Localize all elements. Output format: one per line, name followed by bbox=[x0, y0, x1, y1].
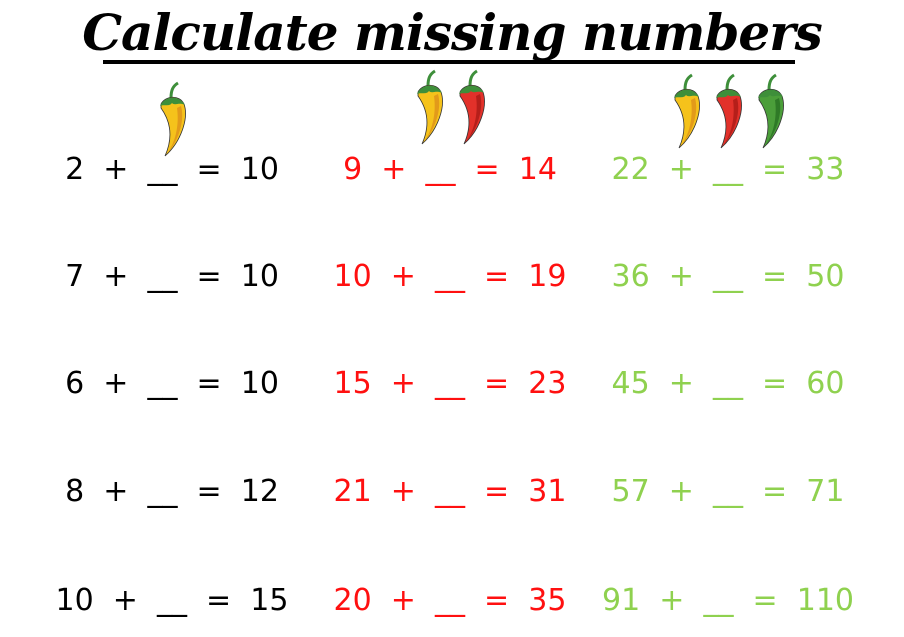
equation: 45 + __ = 60 bbox=[611, 366, 845, 401]
page-title: Calculate missing numbers bbox=[82, 3, 822, 62]
equation: 21 + __ = 31 bbox=[333, 474, 567, 509]
equation: 57 + __ = 71 bbox=[611, 474, 845, 509]
equation: 10 + __ = 15 bbox=[55, 583, 289, 618]
red-chili-icon bbox=[716, 73, 742, 149]
equation: 91 + __ = 110 bbox=[602, 583, 854, 618]
equation: 6 + __ = 10 bbox=[65, 366, 279, 401]
green-chili-icon bbox=[758, 73, 784, 149]
title-underline bbox=[103, 60, 795, 64]
equation: 8 + __ = 12 bbox=[65, 474, 279, 509]
equation: 22 + __ = 33 bbox=[611, 152, 845, 187]
equation: 20 + __ = 35 bbox=[333, 583, 567, 618]
equation: 36 + __ = 50 bbox=[611, 259, 845, 294]
yellow-chili-icon bbox=[674, 73, 700, 149]
red-chili-icon bbox=[459, 69, 485, 145]
yellow-chili-icon bbox=[417, 69, 443, 145]
equation: 2 + __ = 10 bbox=[65, 152, 279, 187]
equation: 9 + __ = 14 bbox=[343, 152, 557, 187]
equation: 7 + __ = 10 bbox=[65, 259, 279, 294]
medium-difficulty-chilis bbox=[408, 66, 490, 146]
easy-difficulty-chilis bbox=[151, 78, 191, 158]
yellow-chili-icon bbox=[160, 81, 186, 157]
equation: 10 + __ = 19 bbox=[333, 259, 567, 294]
hard-difficulty-chilis bbox=[665, 70, 789, 150]
equation: 15 + __ = 23 bbox=[333, 366, 567, 401]
